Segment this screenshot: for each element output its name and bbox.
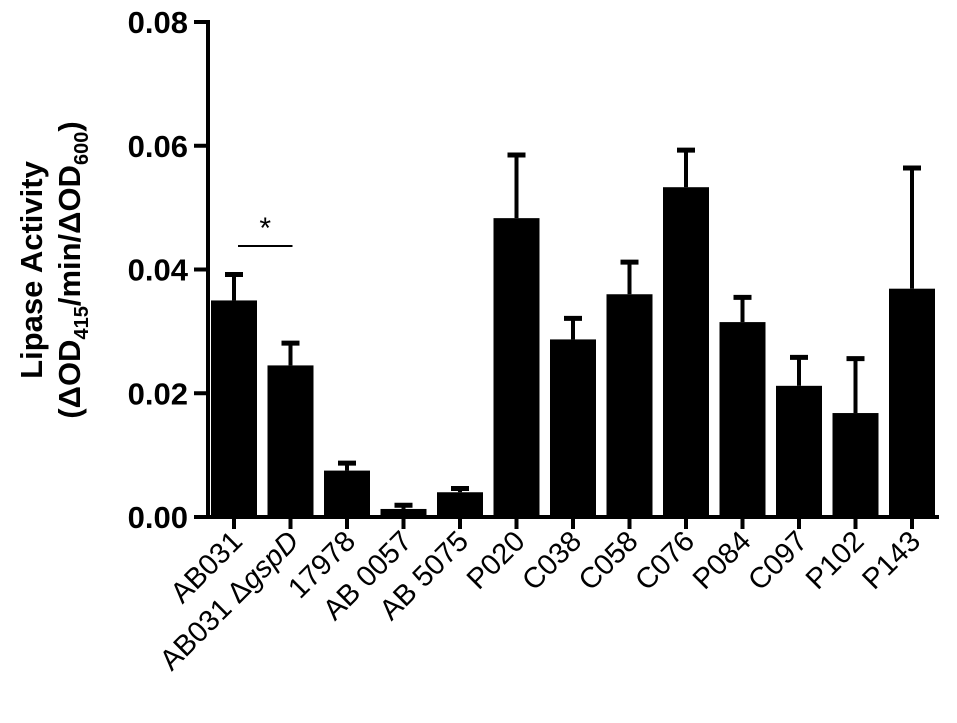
x-tick-label-part: P102 — [800, 525, 871, 596]
x-tick-label-part: C038 — [516, 525, 588, 597]
bar-4 — [437, 492, 483, 517]
y-axis-label-part: (ΔOD — [52, 340, 87, 419]
x-tick-label-part: C076 — [629, 525, 701, 597]
bar-7 — [606, 294, 653, 517]
significance-star-0: * — [259, 212, 271, 245]
x-tick-label-6: C038 — [516, 525, 588, 597]
y-tick-label-0: 0.00 — [128, 500, 188, 535]
x-tick-label-part: C097 — [742, 525, 814, 597]
y-tick-label-4: 0.08 — [128, 5, 188, 40]
bar-1 — [267, 365, 314, 517]
y-axis-label-line2: (ΔOD415/min/ΔOD600) — [52, 121, 93, 418]
bar-3 — [380, 508, 427, 517]
bar-8 — [663, 187, 709, 518]
x-tick-label-10: C097 — [742, 525, 814, 597]
x-tick-label-12: P143 — [856, 525, 927, 596]
x-tick-label-part: P143 — [856, 525, 927, 596]
x-tick-label-8: C076 — [629, 525, 701, 597]
x-tick-label-5: P020 — [461, 525, 532, 596]
bar-12 — [889, 288, 935, 517]
bar-9 — [719, 322, 766, 517]
bar-11 — [832, 413, 879, 517]
x-tick-label-9: P084 — [687, 525, 758, 596]
bar-10 — [776, 385, 822, 517]
x-tick-label-part: P084 — [687, 525, 758, 596]
x-tick-label-part: P020 — [461, 525, 532, 596]
x-tick-label-part: C058 — [573, 525, 645, 597]
bar-0 — [211, 300, 257, 517]
y-axis-label-part: 415 — [71, 306, 93, 339]
y-tick-label-3: 0.06 — [128, 129, 188, 164]
bar-6 — [550, 339, 596, 517]
bar-5 — [493, 218, 540, 518]
bar-2 — [324, 470, 370, 517]
x-tick-label-7: C058 — [573, 525, 645, 597]
y-axis-label-part: 600 — [71, 132, 93, 165]
y-tick-label-2: 0.04 — [128, 253, 189, 288]
y-axis-label-line1: Lipase Activity — [14, 160, 49, 378]
y-axis-label-part: /min/ΔOD — [52, 165, 87, 306]
x-tick-label-11: P102 — [800, 525, 871, 596]
y-tick-label-1: 0.02 — [128, 376, 188, 411]
y-axis-label-part: ) — [52, 121, 87, 131]
